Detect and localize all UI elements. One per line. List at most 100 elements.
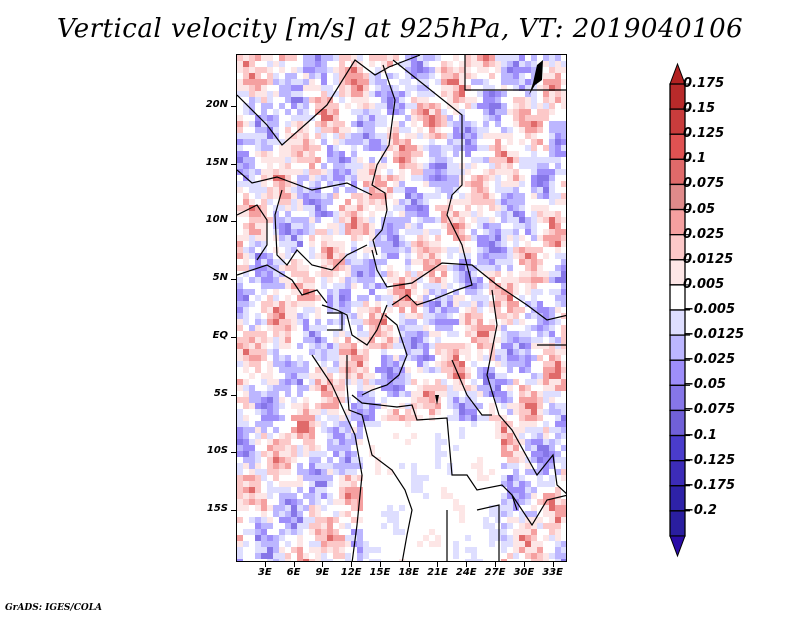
- field-cell: [423, 379, 429, 385]
- field-cell: [333, 433, 339, 439]
- field-cell: [357, 211, 363, 217]
- field-cell: [297, 355, 303, 361]
- field-cell: [519, 109, 525, 115]
- field-cell: [519, 391, 525, 397]
- field-cell: [513, 229, 519, 235]
- field-cell: [489, 535, 495, 541]
- field-cell: [315, 505, 321, 511]
- field-cell: [495, 229, 501, 235]
- field-cell: [273, 187, 279, 193]
- field-cell: [279, 343, 285, 349]
- field-cell: [417, 355, 423, 361]
- border-line: [464, 55, 566, 91]
- field-cell: [411, 151, 417, 157]
- field-cell: [555, 487, 561, 493]
- field-cell: [273, 415, 279, 421]
- field-cell: [273, 301, 279, 307]
- field-cell: [429, 247, 435, 253]
- field-cell: [399, 391, 405, 397]
- field-cell: [519, 451, 525, 457]
- field-cell: [315, 85, 321, 91]
- field-cell: [477, 373, 483, 379]
- field-cell: [549, 187, 555, 193]
- field-cell: [471, 385, 477, 391]
- field-cell: [501, 325, 507, 331]
- field-cell: [321, 127, 327, 133]
- field-cell: [393, 517, 399, 523]
- field-cell: [561, 547, 566, 553]
- field-cell: [507, 535, 513, 541]
- field-cell: [369, 289, 375, 295]
- field-cell: [255, 169, 261, 175]
- field-cell: [285, 493, 291, 499]
- field-cell: [249, 199, 255, 205]
- field-cell: [561, 433, 566, 439]
- field-cell: [315, 481, 321, 487]
- field-cell: [435, 277, 441, 283]
- field-cell: [303, 445, 309, 451]
- field-cell: [321, 403, 327, 409]
- field-cell: [315, 181, 321, 187]
- field-cell: [303, 145, 309, 151]
- field-cell: [429, 169, 435, 175]
- field-cell: [297, 529, 303, 535]
- field-cell: [339, 259, 345, 265]
- field-cell: [363, 409, 369, 415]
- field-cell: [261, 97, 267, 103]
- field-cell: [429, 277, 435, 283]
- field-cell: [375, 469, 381, 475]
- field-cell: [255, 223, 261, 229]
- field-cell: [369, 223, 375, 229]
- field-cell: [345, 493, 351, 499]
- field-cell: [447, 325, 453, 331]
- field-cell: [339, 217, 345, 223]
- field-cell: [387, 265, 393, 271]
- field-cell: [255, 439, 261, 445]
- field-cell: [333, 265, 339, 271]
- field-cell: [399, 109, 405, 115]
- field-cell: [297, 391, 303, 397]
- x-tick-label: 21E: [427, 567, 448, 578]
- field-cell: [315, 343, 321, 349]
- field-cell: [291, 283, 297, 289]
- field-cell: [249, 427, 255, 433]
- field-cell: [543, 97, 549, 103]
- field-cell: [279, 355, 285, 361]
- field-cell: [537, 169, 543, 175]
- field-cell: [537, 475, 543, 481]
- field-cell: [489, 331, 495, 337]
- field-cell: [447, 469, 453, 475]
- x-tick-mark: [552, 562, 554, 567]
- field-cell: [489, 307, 495, 313]
- field-cell: [309, 157, 315, 163]
- field-cell: [423, 205, 429, 211]
- field-cell: [291, 103, 297, 109]
- field-cell: [249, 457, 255, 463]
- field-cell: [507, 427, 513, 433]
- field-cell: [363, 397, 369, 403]
- field-cell: [309, 373, 315, 379]
- field-cell: [321, 193, 327, 199]
- field-cell: [471, 337, 477, 343]
- field-cell: [237, 355, 243, 361]
- field-cell: [531, 163, 537, 169]
- field-cell: [555, 385, 561, 391]
- field-cell: [561, 127, 566, 133]
- field-cell: [255, 91, 261, 97]
- field-cell: [351, 187, 357, 193]
- field-cell: [465, 397, 471, 403]
- field-cell: [249, 463, 255, 469]
- y-tick-mark: [231, 105, 236, 107]
- field-cell: [327, 499, 333, 505]
- field-cell: [249, 493, 255, 499]
- field-cell: [267, 169, 273, 175]
- field-cell: [297, 505, 303, 511]
- field-cell: [321, 421, 327, 427]
- field-cell: [321, 529, 327, 535]
- field-cell: [489, 97, 495, 103]
- field-cell: [381, 223, 387, 229]
- field-cell: [513, 331, 519, 337]
- field-cell: [375, 307, 381, 313]
- field-cell: [387, 211, 393, 217]
- field-cell: [261, 553, 267, 559]
